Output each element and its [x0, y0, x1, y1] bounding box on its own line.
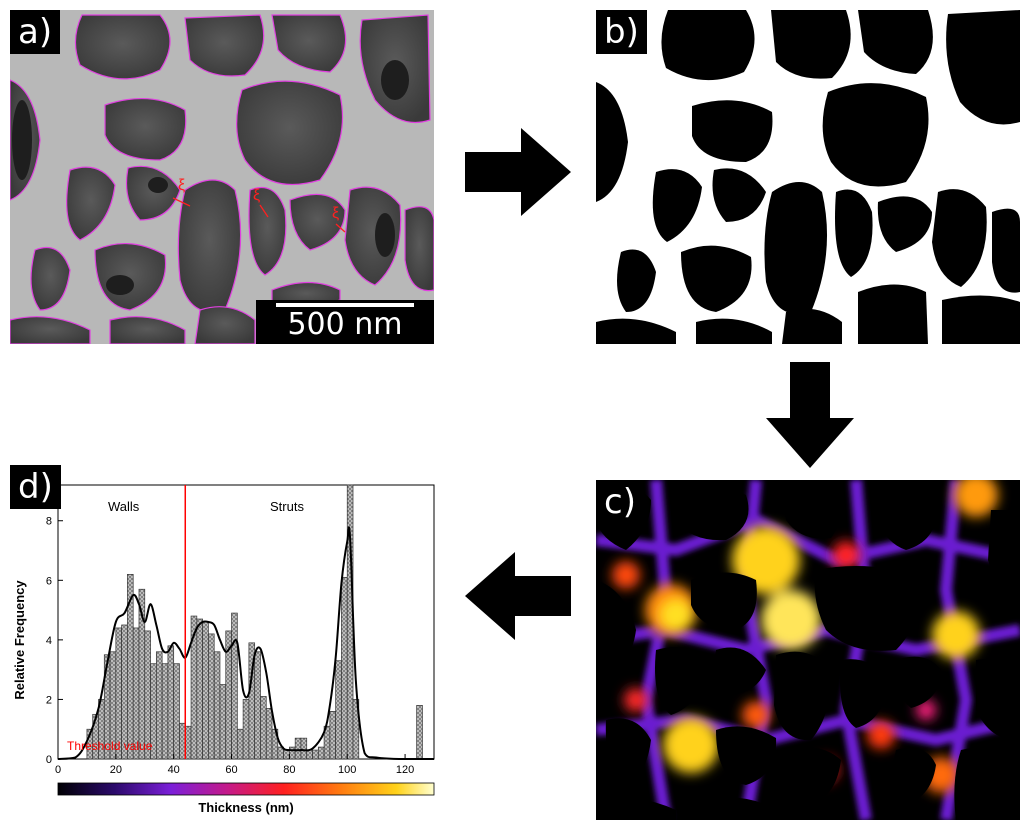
x-tick-label: 80	[283, 764, 295, 776]
panel-c-label: c)	[596, 480, 644, 524]
x-tick-label: 100	[338, 764, 356, 776]
histogram-bar	[208, 633, 215, 760]
walls-label: Walls	[108, 499, 140, 514]
histogram-bar	[300, 737, 308, 760]
histogram-bar	[167, 645, 175, 760]
y-tick-label: 0	[46, 754, 52, 766]
x-axis-label: Thickness (nm)	[198, 800, 293, 815]
panel-d-histogram: 0 2 4 6 8 0 20 40 60 80 100 120 Walls Struts Thres…	[10, 465, 450, 823]
y-tick-label: 8	[46, 516, 52, 528]
histogram-bar	[254, 651, 261, 760]
histogram-bar	[294, 737, 302, 760]
panel-b-binary-image: b)	[596, 10, 1020, 344]
scale-bar: 500 nm	[256, 300, 434, 344]
x-tick-label: 0	[55, 764, 61, 776]
histogram-bar	[329, 710, 337, 760]
histogram-bar	[352, 699, 360, 760]
local-thickness-map	[596, 480, 1020, 820]
x-tick-label: 60	[225, 764, 237, 776]
histogram-bar	[219, 684, 227, 760]
panel-a-sem-image: ξ ξ ξ a) 500 nm	[10, 10, 434, 344]
histogram-bar	[231, 612, 238, 760]
histogram-bar	[202, 621, 209, 760]
y-tick-label: 6	[46, 575, 52, 587]
panel-a-label: a)	[10, 10, 61, 54]
y-axis-label: Relative Frequency	[12, 580, 27, 700]
x-axis-ticks: 0 20 40 60 80 100 120	[55, 754, 414, 776]
thickness-histogram-chart: 0 2 4 6 8 0 20 40 60 80 100 120 Walls Struts Thres…	[12, 484, 435, 815]
histogram-bar	[161, 663, 169, 760]
arrow-left-icon	[465, 552, 571, 640]
histogram-bar	[341, 576, 348, 760]
density-curve	[57, 526, 434, 760]
histogram-bar	[184, 725, 192, 760]
sem-micrograph: ξ ξ ξ	[10, 10, 434, 344]
histogram-bar	[155, 651, 163, 760]
histogram-bar	[283, 749, 290, 760]
histogram-bars	[86, 484, 423, 760]
pores	[596, 484, 1020, 820]
histogram-bar	[265, 708, 273, 760]
histogram-bar	[213, 651, 221, 760]
y-axis-ticks: 0 2 4 6 8	[46, 516, 63, 766]
histogram-bar	[242, 699, 250, 760]
scale-bar-text: 500 nm	[287, 307, 403, 342]
histogram-bar	[196, 618, 203, 760]
thick-nodes	[612, 480, 998, 793]
struts-label: Struts	[270, 499, 304, 514]
panel-b-label: b)	[596, 10, 647, 54]
wall-symbol-2: ξ	[253, 187, 260, 204]
panel-c-thickness-map: c)	[596, 480, 1020, 820]
y-tick-label: 2	[46, 694, 52, 706]
histogram-bar	[173, 663, 180, 760]
histogram-bar	[179, 722, 186, 760]
colorbar	[57, 782, 435, 796]
wall-symbol-3: ξ	[332, 205, 339, 222]
x-tick-label: 40	[168, 764, 180, 776]
histogram-bar	[346, 484, 354, 760]
arrow-down-icon	[766, 362, 854, 468]
histogram-bar	[306, 749, 313, 760]
histogram-bar	[416, 705, 423, 760]
binary-segmentation	[596, 10, 1020, 344]
wall-symbol-1: ξ	[178, 177, 185, 194]
histogram-bar	[236, 728, 244, 760]
histogram-bar	[260, 696, 267, 760]
x-tick-label: 120	[396, 764, 414, 776]
histogram-bar	[312, 749, 319, 760]
histogram-bar	[317, 746, 325, 760]
histogram-bar	[289, 746, 296, 760]
scale-bar-line	[276, 303, 414, 307]
x-tick-label: 20	[110, 764, 122, 776]
threshold-label: Threshold value	[67, 739, 153, 753]
histogram-bar	[335, 660, 342, 760]
y-tick-label: 4	[46, 635, 52, 647]
panel-d-label: d)	[10, 465, 61, 509]
arrow-right-icon	[465, 128, 571, 216]
